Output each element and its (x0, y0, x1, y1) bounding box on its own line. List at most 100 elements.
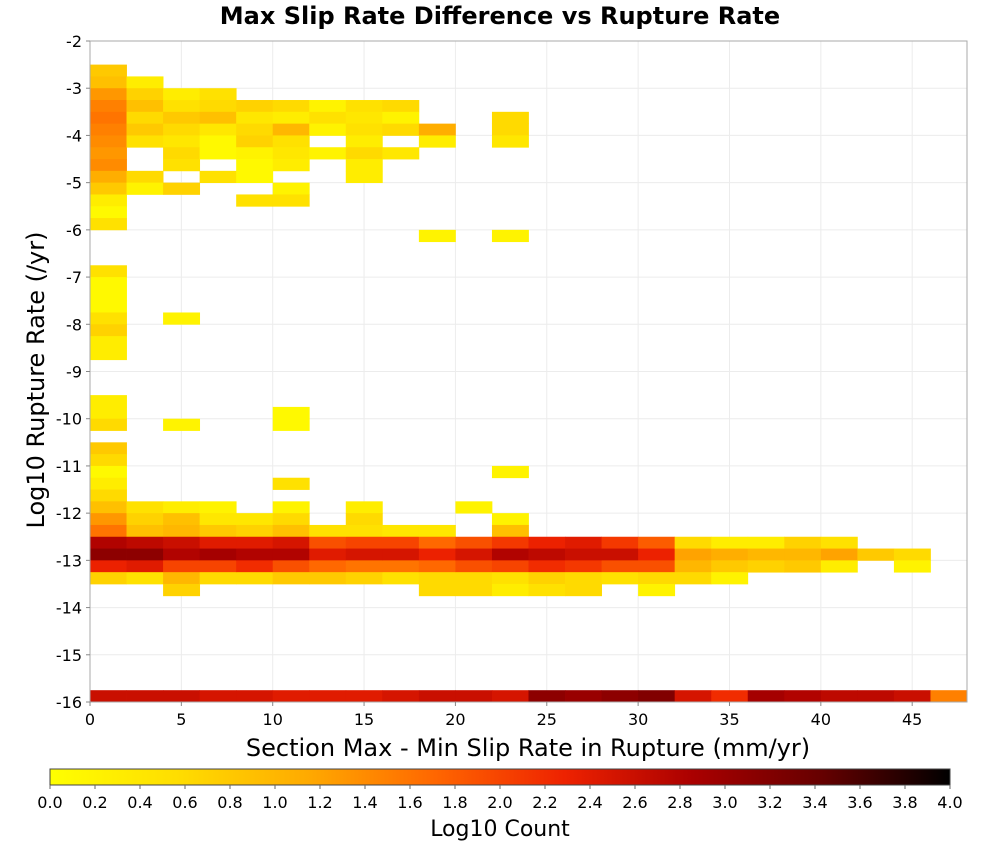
heatmap-cell (309, 548, 347, 561)
heatmap-cell (126, 111, 164, 125)
heatmap-cell (382, 100, 420, 113)
heatmap-cell (199, 170, 237, 184)
heatmap-cell (711, 690, 749, 703)
colorbar-tick-label: 1.6 (397, 793, 422, 812)
heatmap-cell (199, 135, 237, 148)
heatmap-cell (236, 111, 274, 125)
heatmap-cell (893, 548, 931, 561)
heatmap-cell (491, 583, 529, 597)
colorbar-tick-label: 0.2 (82, 793, 107, 812)
heatmap-cell (126, 123, 164, 136)
heatmap-cell (90, 489, 127, 502)
y-tick-label: -3 (66, 79, 82, 98)
heatmap-cell (528, 548, 566, 561)
heatmap-cells (90, 64, 968, 703)
heatmap-cell (272, 194, 310, 207)
heatmap-cell (309, 111, 347, 125)
colorbar-tick-label: 1.8 (442, 793, 467, 812)
heatmap-cell (199, 572, 237, 585)
heatmap-cell (236, 560, 274, 573)
heatmap-cell (455, 583, 493, 597)
heatmap-cell (345, 524, 383, 538)
heatmap-cell (90, 572, 127, 585)
heatmap-cell (163, 159, 201, 172)
heatmap-cell (674, 536, 712, 549)
heatmap-cell (126, 88, 164, 101)
heatmap-cell (236, 513, 274, 526)
heatmap-cell (272, 135, 310, 148)
heatmap-cell (601, 536, 639, 549)
heatmap-cell (491, 135, 529, 148)
heatmap-cell (163, 312, 201, 325)
heatmap-cell (199, 111, 237, 125)
heatmap-cell (163, 147, 201, 160)
heatmap-cell (272, 560, 310, 573)
colorbar-tick-label: 2.2 (532, 793, 557, 812)
heatmap-cell (309, 524, 347, 538)
heatmap-cell (90, 395, 127, 408)
y-axis-ticks: -2 -3 -4 -5 -6 -7 -8 -9 -10 -11 -12 -13 -14 -15 -16 (56, 32, 90, 712)
heatmap-cell (163, 513, 201, 526)
heatmap-cell (90, 560, 127, 573)
heatmap-cell (126, 135, 164, 148)
heatmap-cell (491, 111, 529, 125)
heatmap-cell (418, 524, 456, 538)
heatmap-cell (90, 182, 127, 195)
heatmap-cell (236, 524, 274, 538)
heatmap-cell (345, 536, 383, 549)
colorbar-tick-label: 0.6 (172, 793, 197, 812)
colorbar-tick-label: 3.2 (757, 793, 782, 812)
heatmap-cell (418, 572, 456, 585)
heatmap-cell (382, 572, 420, 585)
heatmap-cell (382, 123, 420, 136)
x-tick-label: 5 (176, 710, 186, 729)
heatmap-cell (126, 501, 164, 514)
heatmap-cell (747, 548, 785, 561)
heatmap-cell (345, 123, 383, 136)
heatmap-cell (345, 100, 383, 113)
heatmap-cell (163, 536, 201, 549)
heatmap-cell (126, 182, 164, 195)
y-tick-label: -11 (56, 457, 82, 476)
heatmap-cell (309, 560, 347, 573)
heatmap-cell (126, 560, 164, 573)
colorbar-tick-label: 4.0 (937, 793, 962, 812)
heatmap-cell (90, 536, 127, 549)
colorbar-tick-label: 3.0 (712, 793, 737, 812)
heatmap-cell (90, 64, 127, 77)
heatmap-cell (236, 135, 274, 148)
heatmap-cell (784, 536, 822, 549)
heatmap-cell (638, 560, 676, 573)
heatmap-cell (199, 513, 237, 526)
heatmap-cell (345, 159, 383, 172)
heatmap-cell (199, 560, 237, 573)
heatmap-cell (90, 548, 127, 561)
heatmap-cell (90, 123, 127, 136)
heatmap-cell (272, 100, 310, 113)
heatmap-cell (90, 288, 127, 302)
y-tick-label: -2 (66, 32, 82, 51)
heatmap-cell (345, 560, 383, 573)
heatmap-cell (199, 88, 237, 101)
heatmap-cell (236, 690, 274, 703)
heatmap-cell (638, 536, 676, 549)
heatmap-cell (491, 123, 529, 136)
heatmap-cell (236, 100, 274, 113)
heatmap-cell (90, 336, 127, 349)
heatmap-cell (90, 312, 127, 325)
y-tick-label: -6 (66, 221, 82, 240)
x-tick-label: 0 (85, 710, 95, 729)
heatmap-cell (272, 147, 310, 160)
x-tick-label: 15 (354, 710, 374, 729)
heatmap-cell (199, 548, 237, 561)
chart-title: Max Slip Rate Difference vs Rupture Rate (220, 2, 780, 30)
heatmap-cell (711, 572, 749, 585)
heatmap-cell (163, 100, 201, 113)
heatmap-cell (528, 536, 566, 549)
heatmap-cell (491, 524, 529, 538)
heatmap-cell (90, 465, 127, 479)
heatmap-cell (90, 147, 127, 160)
heatmap-cell (272, 123, 310, 136)
heatmap-cell (126, 100, 164, 113)
heatmap-cell (90, 442, 127, 455)
